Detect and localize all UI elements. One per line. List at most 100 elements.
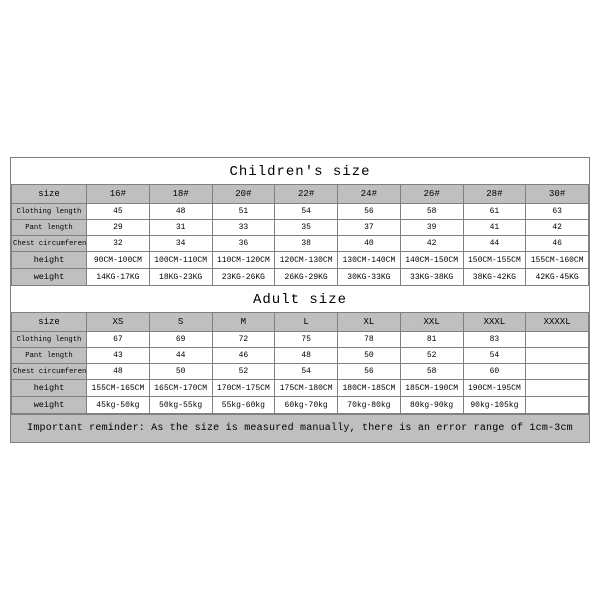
cell: 30KG-33KG [338,269,401,286]
row-label: size [12,185,87,204]
cell: 14KG-17KG [87,269,150,286]
cell: 90CM-100CM [87,252,150,269]
col-header: 16# [87,185,150,204]
size-chart: Children's size size16#18#20#22#24#26#28… [10,157,590,443]
cell: 190CM-195CM [463,380,526,397]
cell: 31 [149,220,212,236]
cell: 50kg-55kg [149,397,212,414]
cell: 39 [400,220,463,236]
cell: 72 [212,332,275,348]
cell: 180CM-185CM [338,380,401,397]
row-label: height [12,252,87,269]
cell: 40 [338,236,401,252]
cell: 34 [149,236,212,252]
cell: 42 [526,220,589,236]
cell: 52 [212,364,275,380]
col-header: 18# [149,185,212,204]
col-header: XS [87,313,150,332]
cell: 130CM-140CM [338,252,401,269]
col-header: 22# [275,185,338,204]
cell: 38KG-42KG [463,269,526,286]
row-label: Pant length [12,220,87,236]
cell: 52 [400,348,463,364]
cell: 150CM-155CM [463,252,526,269]
row-label: weight [12,397,87,414]
cell: 37 [338,220,401,236]
cell: 48 [149,204,212,220]
cell: 75 [275,332,338,348]
cell: 63 [526,204,589,220]
adult-table: sizeXSSMLXLXXLXXXLXXXXLClothing length67… [11,312,589,414]
row-label: height [12,380,87,397]
cell: 42KG-45KG [526,269,589,286]
col-header: S [149,313,212,332]
cell: 45kg-50kg [87,397,150,414]
cell: 35 [275,220,338,236]
cell: 100CM-110CM [149,252,212,269]
cell: 56 [338,364,401,380]
cell: 46 [526,236,589,252]
cell: 120CM-130CM [275,252,338,269]
cell: 58 [400,204,463,220]
col-header: XL [338,313,401,332]
adult-title: Adult size [11,286,589,312]
cell: 80kg-90kg [400,397,463,414]
cell: 165CM-170CM [149,380,212,397]
cell [526,397,589,414]
cell: 67 [87,332,150,348]
col-header: XXXL [463,313,526,332]
cell: 45 [87,204,150,220]
cell: 44 [463,236,526,252]
col-header: XXXXL [526,313,589,332]
cell: 58 [400,364,463,380]
col-header: 24# [338,185,401,204]
cell: 23KG-26KG [212,269,275,286]
cell: 170CM-175CM [212,380,275,397]
col-header: 26# [400,185,463,204]
cell [526,380,589,397]
cell: 140CM-150CM [400,252,463,269]
cell: 48 [87,364,150,380]
cell: 44 [149,348,212,364]
cell: 60 [463,364,526,380]
cell [526,332,589,348]
row-label: size [12,313,87,332]
cell: 51 [212,204,275,220]
cell: 81 [400,332,463,348]
cell: 70kg-80kg [338,397,401,414]
cell: 78 [338,332,401,348]
cell: 83 [463,332,526,348]
cell: 32 [87,236,150,252]
cell: 90kg-105kg [463,397,526,414]
cell: 33 [212,220,275,236]
cell: 33KG-38KG [400,269,463,286]
cell: 48 [275,348,338,364]
col-header: 20# [212,185,275,204]
col-header: 30# [526,185,589,204]
cell: 185CM-190CM [400,380,463,397]
cell: 42 [400,236,463,252]
cell: 50 [149,364,212,380]
cell: 26KG-29KG [275,269,338,286]
cell: 54 [463,348,526,364]
cell: 110CM-120CM [212,252,275,269]
cell: 61 [463,204,526,220]
cell: 155CM-160CM [526,252,589,269]
col-header: L [275,313,338,332]
cell: 38 [275,236,338,252]
col-header: XXL [400,313,463,332]
col-header: M [212,313,275,332]
cell: 50 [338,348,401,364]
cell: 54 [275,204,338,220]
cell: 18KG-23KG [149,269,212,286]
cell: 155CM-165CM [87,380,150,397]
cell [526,364,589,380]
cell: 60kg-70kg [275,397,338,414]
col-header: 28# [463,185,526,204]
cell: 43 [87,348,150,364]
cell [526,348,589,364]
children-table: size16#18#20#22#24#26#28#30#Clothing len… [11,184,589,286]
cell: 29 [87,220,150,236]
cell: 41 [463,220,526,236]
cell: 55kg-60kg [212,397,275,414]
